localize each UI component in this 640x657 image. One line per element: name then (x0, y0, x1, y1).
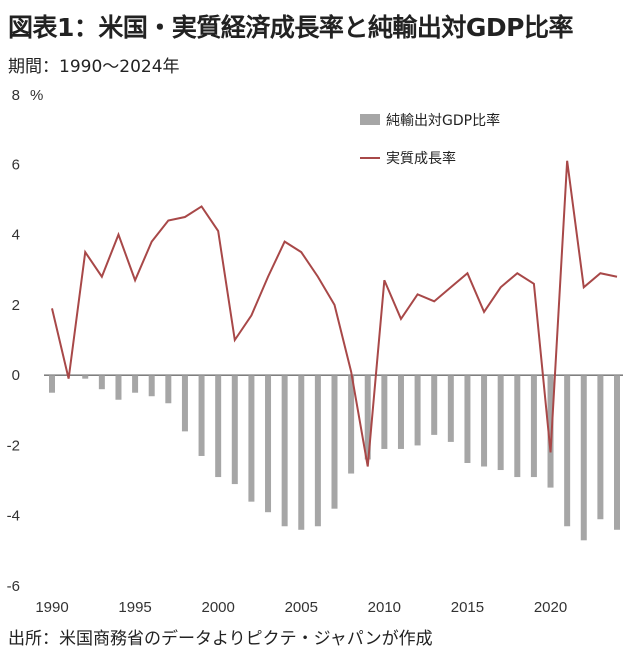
bar-series (49, 375, 620, 541)
x-tick-label: 2000 (201, 599, 234, 616)
x-tick-label: 1990 (35, 599, 68, 616)
bar-1992 (82, 375, 89, 379)
y-unit-label: % (30, 87, 43, 104)
bar-2022 (580, 375, 587, 541)
bar-2005 (298, 375, 305, 530)
bar-2015 (464, 375, 471, 463)
bar-1994 (115, 375, 122, 400)
chart-title: 図表1：米国・実質経済成長率と純輸出対GDP比率 (8, 13, 574, 42)
x-tick-label: 2005 (285, 599, 318, 616)
bar-2016 (481, 375, 488, 467)
bar-2001 (231, 375, 238, 485)
bar-2006 (314, 375, 321, 527)
bar-1993 (98, 375, 105, 390)
legend-bar-label: 純輸出対GDP比率 (386, 112, 500, 129)
chart-source: 出所：米国商務省のデータよりピクテ・ジャパンが作成 (8, 629, 433, 649)
bar-2012 (414, 375, 421, 446)
y-tick-label: -4 (7, 508, 20, 525)
legend-bar-swatch (360, 114, 380, 125)
y-tick-label: -2 (7, 437, 20, 454)
y-tick-label: 6 (12, 156, 20, 173)
bar-1990 (49, 375, 55, 393)
bar-2019 (530, 375, 537, 478)
bar-2007 (331, 375, 338, 509)
x-tick-label: 1995 (118, 599, 151, 616)
bar-2008 (348, 375, 355, 474)
bar-2003 (265, 375, 272, 513)
bar-1995 (132, 375, 139, 393)
y-tick-label: 4 (12, 227, 20, 244)
bar-1996 (148, 375, 155, 397)
bar-1997 (165, 375, 172, 404)
bar-2000 (215, 375, 222, 478)
chart-period: 期間：1990～2024年 (8, 57, 180, 77)
bar-2009 (364, 375, 371, 460)
x-axis-ticks: 1990 1995 2000 2005 2010 2015 2020 (35, 599, 567, 616)
bar-1998 (181, 375, 188, 432)
bar-1999 (198, 375, 205, 456)
y-axis-ticks: -6 -4 -2 0 2 4 6 8 (7, 87, 20, 595)
legend-line-label: 実質成長率 (386, 150, 456, 167)
bar-2010 (381, 375, 388, 449)
bar-2020 (547, 375, 554, 488)
x-tick-label: 2020 (534, 599, 567, 616)
bar-2013 (431, 375, 438, 435)
x-tick-label: 2010 (368, 599, 401, 616)
y-tick-label: 0 (12, 367, 20, 384)
bar-2023 (597, 375, 604, 520)
y-tick-label: 2 (12, 297, 20, 314)
y-tick-label: 8 (12, 87, 20, 104)
bar-2024 (614, 375, 620, 530)
bar-2002 (248, 375, 255, 502)
bar-2021 (564, 375, 571, 527)
bar-2004 (281, 375, 288, 527)
x-tick-label: 2015 (451, 599, 484, 616)
chart-area: -6 -4 -2 0 2 4 6 8 % 1990 1995 2000 2005 2010 2015 20… (7, 87, 623, 616)
y-tick-label: -6 (7, 578, 20, 595)
bar-2011 (397, 375, 404, 449)
legend: 純輸出対GDP比率 実質成長率 (360, 112, 500, 167)
bar-2014 (447, 375, 454, 442)
bar-2017 (497, 375, 504, 471)
bar-2018 (514, 375, 521, 478)
line-series (51, 160, 618, 467)
